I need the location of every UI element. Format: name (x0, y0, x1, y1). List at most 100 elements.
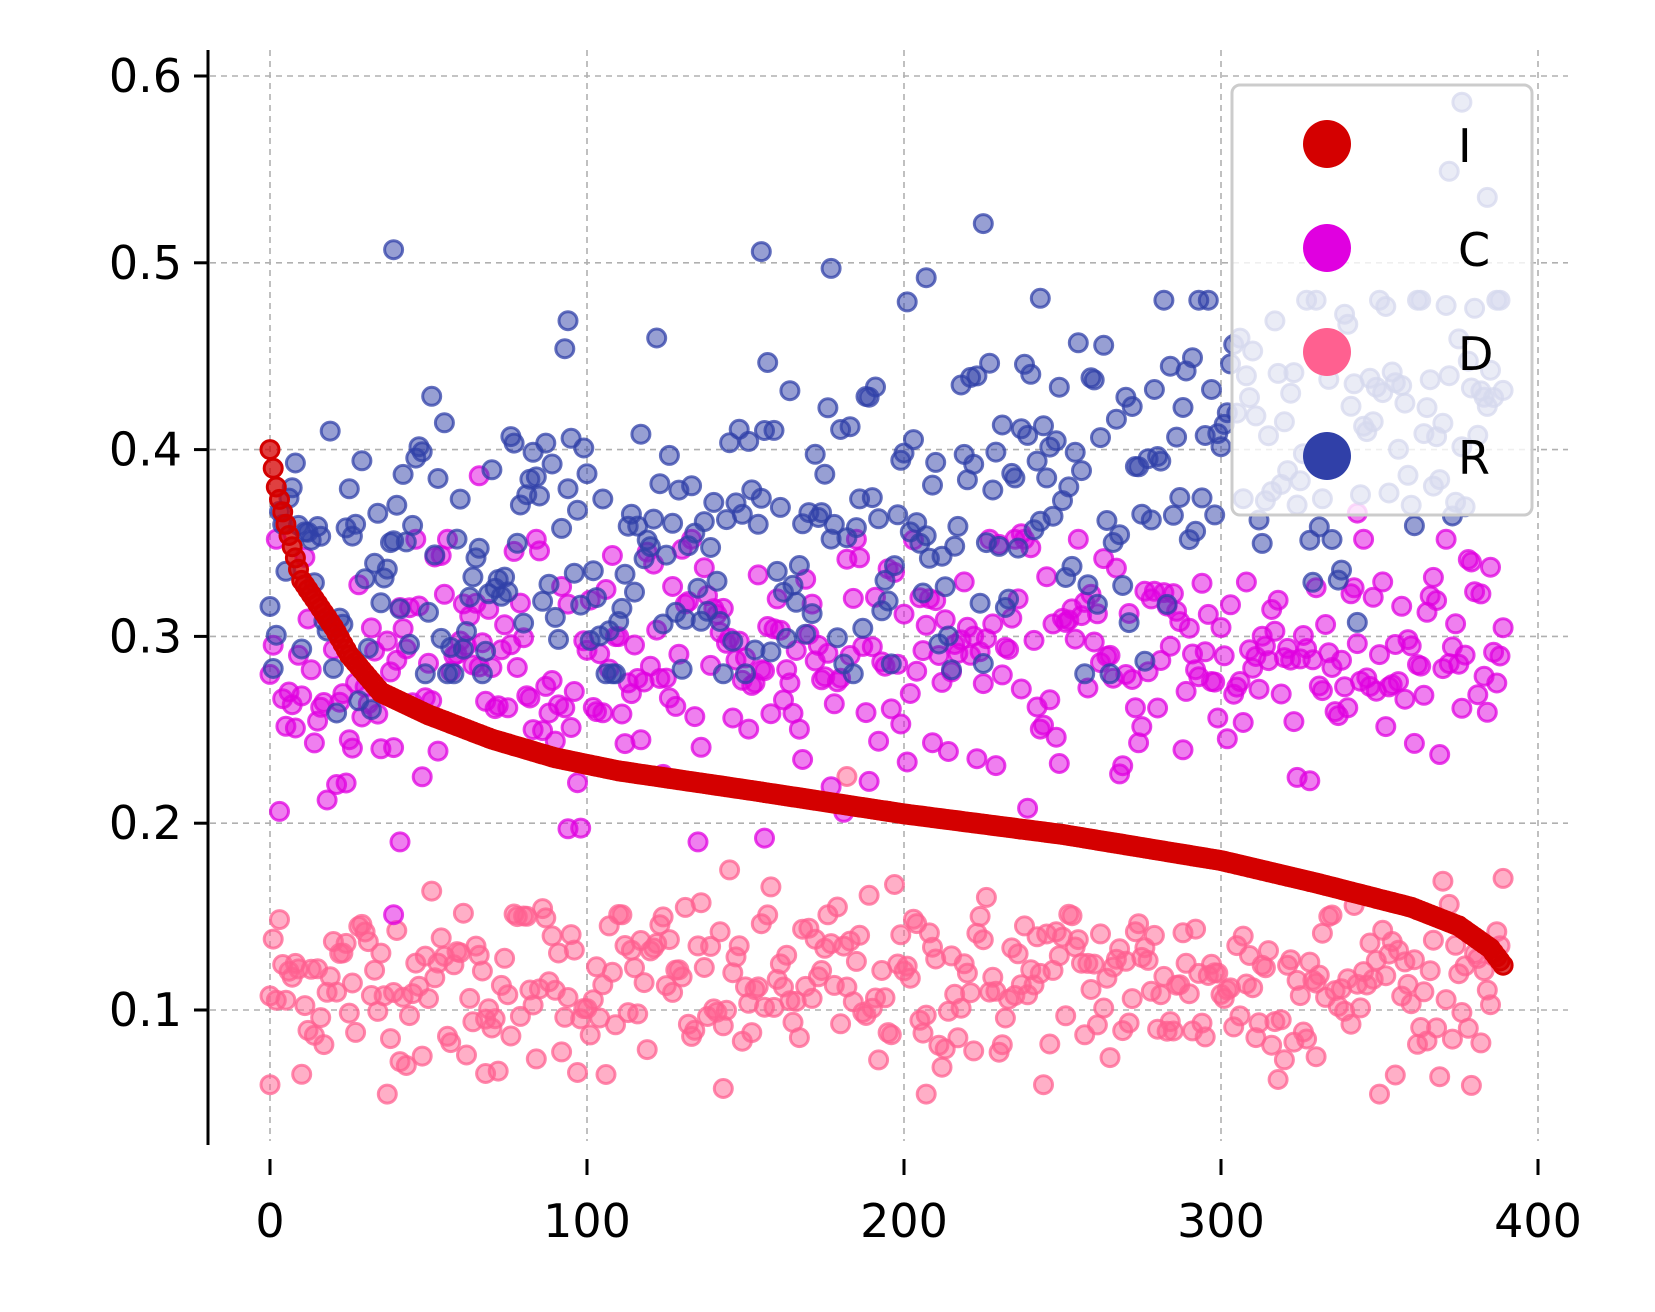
point-c (519, 687, 541, 709)
point-c (1445, 613, 1467, 635)
point-c (1394, 688, 1416, 710)
point-r (433, 412, 455, 434)
point-c (966, 748, 988, 770)
point-r (399, 633, 420, 655)
point-r (922, 474, 943, 496)
point-c (1207, 707, 1229, 729)
point-d (399, 1005, 420, 1027)
point-d (1273, 1049, 1295, 1071)
point-c (1248, 678, 1270, 700)
point-c (411, 766, 433, 788)
point-r (443, 663, 465, 685)
point-c (1391, 595, 1413, 617)
point-r (1121, 396, 1143, 417)
point-r (1029, 287, 1051, 309)
point-r (839, 416, 861, 438)
point-r (456, 621, 477, 642)
point-c (1083, 631, 1105, 653)
point-d (963, 1040, 985, 1062)
point-d (719, 859, 741, 881)
point-d (1384, 1064, 1406, 1086)
point-d (291, 1063, 313, 1085)
point-r (411, 441, 433, 463)
point-d (1099, 1047, 1121, 1069)
point-d (1185, 918, 1207, 940)
point-r (535, 432, 557, 454)
point-r (1090, 427, 1111, 449)
point-r (639, 536, 661, 558)
point-r (1197, 289, 1219, 311)
point-d (411, 1045, 433, 1067)
point-d (931, 1056, 953, 1078)
point-c (906, 660, 928, 682)
point-r (944, 535, 966, 557)
point-r (912, 582, 934, 604)
point-c (665, 695, 687, 717)
point-r (529, 485, 550, 507)
point-c (1400, 635, 1422, 657)
point-r (766, 560, 788, 582)
point-r (424, 544, 446, 566)
point-c (529, 540, 550, 562)
point-d (1232, 925, 1254, 947)
point-c (823, 693, 845, 715)
point-d (345, 1021, 367, 1043)
point-r (865, 376, 886, 398)
point-c (383, 737, 405, 759)
point-r (887, 504, 909, 526)
point-d (811, 960, 833, 981)
point-c (291, 685, 313, 707)
point-c (1369, 644, 1390, 666)
point-r (861, 487, 883, 509)
point-c (690, 736, 712, 758)
point-r (1093, 334, 1115, 356)
point-d (269, 909, 290, 931)
point-c (792, 749, 814, 770)
point-c (389, 831, 411, 853)
point-c (1017, 797, 1039, 819)
point-d (456, 1044, 477, 1066)
point-d (1305, 1046, 1327, 1068)
point-r (804, 443, 826, 465)
point-r (345, 513, 367, 535)
point-d (341, 972, 363, 994)
point-r (548, 628, 569, 650)
point-r (1077, 574, 1099, 596)
point-c (953, 571, 975, 593)
point-c (1270, 683, 1292, 705)
point-r (1109, 524, 1131, 546)
point-r (1017, 424, 1039, 446)
legend-label-d: D (1458, 327, 1493, 381)
point-c (855, 702, 877, 724)
point-c (937, 741, 959, 762)
point-r (506, 532, 528, 554)
point-r (788, 555, 810, 576)
point-d (567, 1062, 588, 1083)
point-d (884, 874, 905, 895)
point-r (1172, 397, 1194, 418)
point-r (386, 494, 408, 516)
point-r (1048, 376, 1070, 398)
legend-marker-i (1303, 120, 1351, 168)
point-r (1331, 559, 1352, 581)
point-r (338, 478, 360, 500)
point-d (1280, 949, 1302, 971)
point-d (471, 960, 493, 982)
point-r (687, 577, 709, 599)
point-c (1426, 590, 1448, 611)
point-d (380, 1028, 401, 1050)
point-d (595, 1064, 617, 1085)
point-c (300, 659, 322, 681)
point-d (1403, 949, 1425, 971)
point-r (1321, 529, 1343, 550)
point-d (776, 944, 798, 966)
point-d (1143, 924, 1165, 946)
point-r (1071, 460, 1092, 482)
point-d (845, 950, 867, 972)
y-tick-label: 0.6 (109, 49, 182, 103)
point-r (1204, 504, 1226, 526)
point-r (389, 598, 411, 620)
point-c (541, 670, 563, 691)
point-r (1153, 289, 1175, 311)
point-c (1362, 586, 1384, 608)
